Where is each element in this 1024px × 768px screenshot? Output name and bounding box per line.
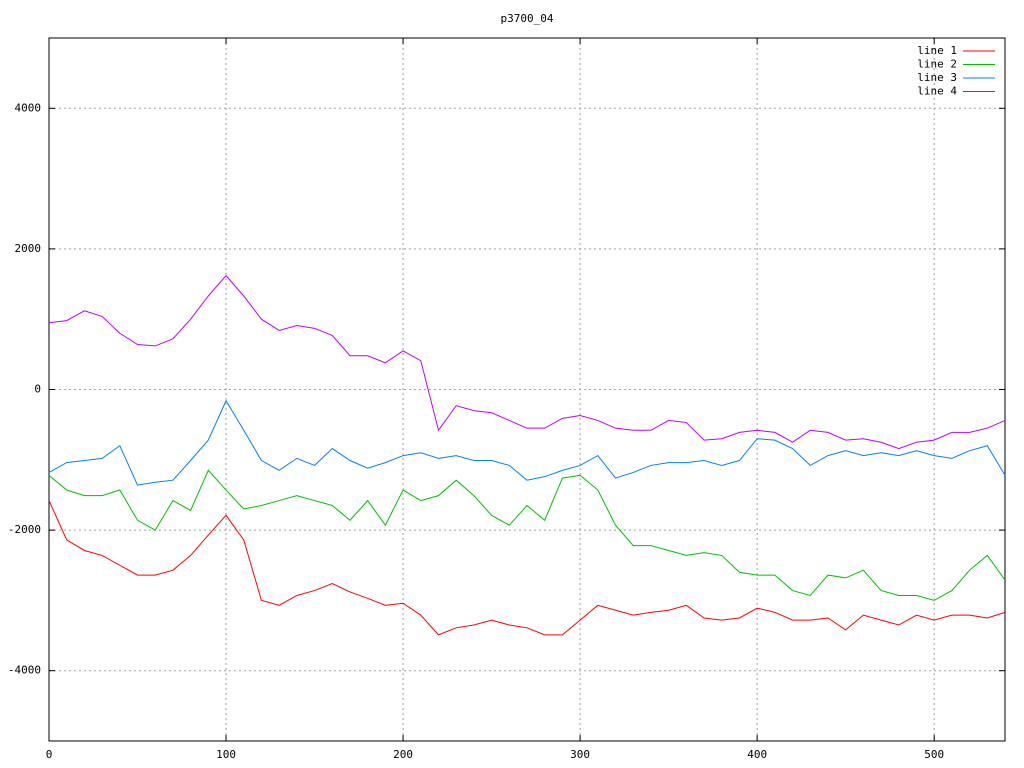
- series-line: [48, 500, 1006, 636]
- y-tick-label: 0: [34, 383, 41, 396]
- series-line: [48, 469, 1006, 601]
- legend-label: line 3: [917, 71, 957, 84]
- legend-label: line 4: [917, 85, 957, 98]
- series-line: [48, 274, 1006, 450]
- x-tick-label: 0: [46, 748, 53, 761]
- x-tick-label: 200: [393, 748, 413, 761]
- y-tick-label: -2000: [8, 523, 41, 536]
- x-tick-label: 100: [216, 748, 236, 761]
- y-tick-label: 2000: [15, 242, 42, 255]
- y-tick-label: -4000: [8, 664, 41, 677]
- y-tick-label: 4000: [15, 101, 42, 114]
- x-tick-label: 300: [570, 748, 590, 761]
- legend-label: line 2: [917, 58, 957, 71]
- plot-frame: [48, 37, 1006, 742]
- series-line: [48, 399, 1006, 486]
- x-tick-label: 400: [747, 748, 767, 761]
- legend-label: line 1: [917, 44, 957, 57]
- x-tick-label: 500: [924, 748, 944, 761]
- chart-title: p3700_04: [501, 12, 554, 25]
